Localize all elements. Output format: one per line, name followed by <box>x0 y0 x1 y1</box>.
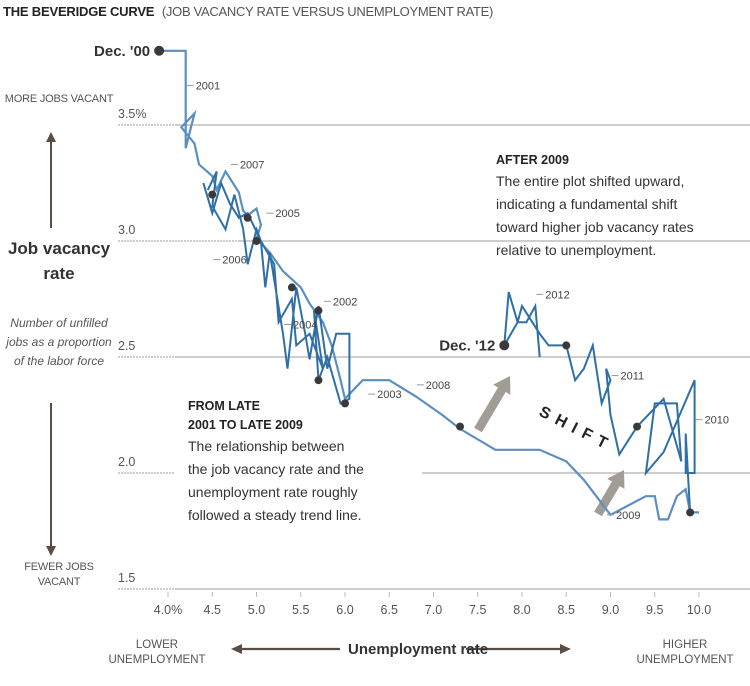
series-line-1 <box>202 170 351 405</box>
endpoint-label: Dec. '00 <box>94 43 150 60</box>
x-tick-label: 10.0 <box>687 603 711 617</box>
annotation-2001-2009-line-2: the job vacancy rate and the <box>188 461 364 477</box>
year-label-2005: 2005 <box>275 208 299 220</box>
x-tick-label: 9.0 <box>602 603 619 617</box>
data-point <box>314 306 323 315</box>
annotation-after-2009: AFTER 2009 The entire plot shifted upwar… <box>496 151 746 262</box>
y-tick-label: 3.0 <box>118 223 135 237</box>
year-label-2002: 2002 <box>333 296 357 308</box>
shift-arrow-upper <box>474 376 511 433</box>
annotation-after-2009-line-3: toward higher job vacancy rates <box>496 219 694 235</box>
x-tick-label: 5.0 <box>248 603 265 617</box>
data-point <box>314 376 323 385</box>
y-tick-label: 2.0 <box>118 455 135 469</box>
arrow-left-icon <box>231 644 242 654</box>
endpoint-label: Dec. '12 <box>439 337 495 354</box>
series-line-0 <box>159 49 699 521</box>
arrow-up-icon <box>46 132 56 142</box>
data-point <box>287 283 296 292</box>
annotation-2001-2009-line-1: The relationship between <box>188 438 345 454</box>
annotation-after-2009-line-1: The entire plot shifted upward, <box>496 173 685 189</box>
x-direction-right: HIGHER UNEMPLOYMENT <box>636 639 734 666</box>
data-point <box>208 190 217 199</box>
y-tick-label: 2.5 <box>118 339 135 353</box>
data-point <box>341 399 349 408</box>
shift-label: SHIFT <box>536 403 616 455</box>
x-axis-title: Unemployment rate <box>348 641 489 658</box>
annotation-after-2009-heading: AFTER 2009 <box>496 153 569 167</box>
x-tick-label: 6.0 <box>336 603 353 617</box>
x-tick-label: 7.5 <box>469 603 486 617</box>
x-tick-label: 4.0% <box>154 603 183 617</box>
year-label-2008: 2008 <box>426 380 450 392</box>
y-axis-description: Number of unfilled jobs as a proportion … <box>6 316 112 368</box>
tick-layer: 3.5% 3.0 2.5 2.0 1.5 4.0% 4.5 5.0 5.5 6.0 6.5 7.0 7.… <box>118 107 711 617</box>
annotation-2001-2009-heading-2: 2001 TO LATE 2009 <box>188 418 303 432</box>
x-tick-label: 8.5 <box>558 603 575 617</box>
data-point <box>633 422 642 431</box>
year-label-2009: 2009 <box>616 510 640 522</box>
data-point <box>154 45 165 56</box>
chart-title-block: THE BEVERIDGE CURVE (JOB VACANCY RATE VE… <box>3 4 493 19</box>
x-tick-label: 8.0 <box>513 603 530 617</box>
year-label-2001: 2001 <box>196 81 220 93</box>
y-tick-label: 1.5 <box>118 571 135 585</box>
data-point <box>562 341 571 350</box>
annotation-2001-2009-heading-1: FROM LATE <box>188 399 260 413</box>
year-label-2007: 2007 <box>240 159 264 171</box>
x-tick-label: 7.0 <box>425 603 442 617</box>
y-direction-bottom: FEWER JOBS VACANT <box>24 561 94 588</box>
year-label-2011: 2011 <box>621 371 645 383</box>
annotation-2001-2009-line-4: followed a steady trend line. <box>188 507 362 523</box>
x-direction-left: LOWER UNEMPLOYMENT <box>108 639 206 666</box>
year-label-2012: 2012 <box>545 289 569 301</box>
x-tick-label: 6.5 <box>381 603 398 617</box>
arrow-right-icon <box>560 644 571 654</box>
annotation-2001-2009: FROM LATE 2001 TO LATE 2009 The relation… <box>188 397 428 527</box>
y-tick-label: 3.5% <box>118 107 147 121</box>
data-point <box>252 237 261 245</box>
chart-subtitle: (JOB VACANCY RATE VERSUS UNEMPLOYMENT RA… <box>161 4 494 19</box>
year-label-2006: 2006 <box>222 255 246 267</box>
annotation-2001-2009-line-3: unemployment rate roughly <box>188 484 358 500</box>
x-tick-label: 4.5 <box>204 603 221 617</box>
data-point <box>243 213 252 222</box>
data-point <box>499 340 510 351</box>
year-label-2010: 2010 <box>705 415 729 427</box>
data-point <box>456 422 465 431</box>
x-tick-label: 5.5 <box>292 603 309 617</box>
grid-layer <box>118 124 750 590</box>
data-point <box>686 508 695 517</box>
y-axis-title: Job vacancy rate <box>7 239 111 283</box>
x-tick-label: 9.5 <box>646 603 663 617</box>
y-direction-top: MORE JOBS VACANT <box>4 93 114 105</box>
chart-title: THE BEVERIDGE CURVE <box>3 4 155 19</box>
year-label-2003: 2003 <box>377 389 401 401</box>
annotation-after-2009-line-2: indicating a fundamental shift <box>496 196 678 212</box>
series-line-2 <box>503 291 696 513</box>
axis-arrows <box>46 132 571 654</box>
year-label-2004: 2004 <box>293 320 317 332</box>
annotation-after-2009-line-4: relative to unemployment. <box>496 242 657 258</box>
arrow-down-icon <box>46 546 56 556</box>
highlight-points: Dec. '00 Dec. '12 <box>94 43 695 517</box>
